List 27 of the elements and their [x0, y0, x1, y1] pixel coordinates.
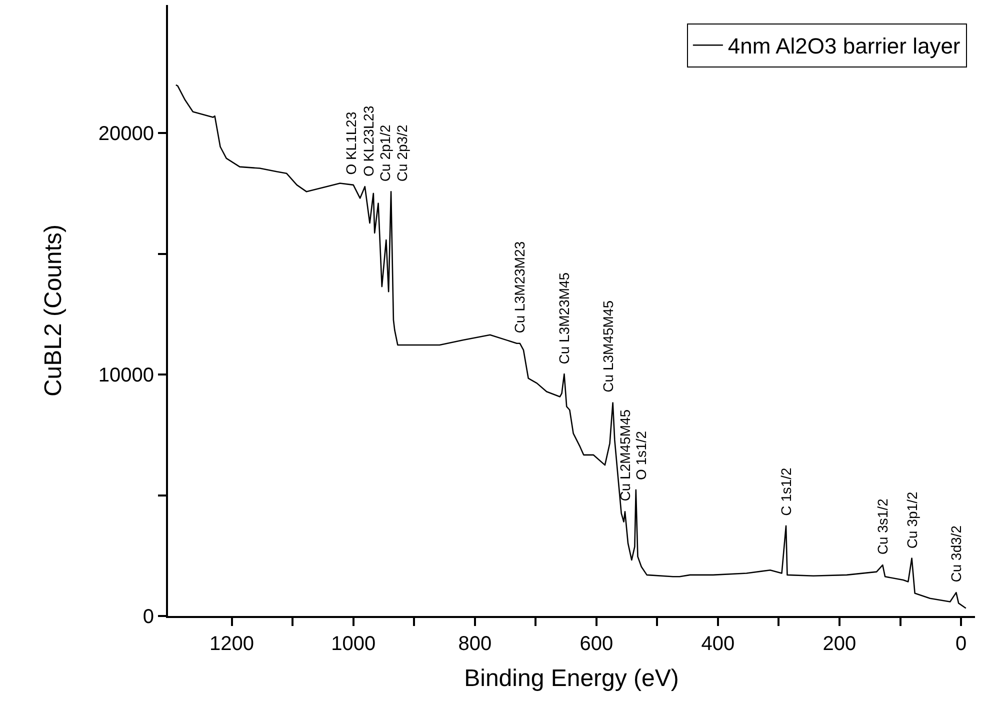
annotation: C 1s1/2: [778, 467, 794, 516]
x-tick-label: 0: [955, 633, 967, 655]
y-tick-label: 20000: [98, 123, 154, 145]
annotation: Cu L2M45M45: [616, 409, 633, 502]
legend-label: 4nm Al2O3 barrier layer: [728, 34, 960, 59]
annotation: Cu 3s1/2: [874, 498, 891, 555]
x-tick-label: 1200: [210, 633, 254, 655]
annotation: O 1s1/2: [633, 430, 650, 480]
y-tick-label: 10000: [98, 364, 154, 386]
x-tick-label: 1000: [331, 633, 376, 655]
x-tick-label: 600: [580, 633, 614, 655]
annotation: Cu L3M23M23: [512, 241, 528, 334]
annotation: O KL1L23: [342, 112, 359, 175]
annotation: O KL23L23: [360, 105, 376, 176]
line-series: [175, 84, 967, 609]
x-tick-label: 400: [701, 633, 735, 655]
x-tick-label: 200: [822, 633, 856, 655]
y-axis-title: CuBL2 (Counts): [40, 224, 67, 397]
annotation: Cu 3d3/2: [948, 525, 964, 582]
annotation: Cu 2p1/2: [377, 124, 394, 182]
annotation: Cu L3M45M45: [600, 300, 616, 392]
x-axis-title: Binding Energy (eV): [464, 664, 679, 692]
annotation: Cu L3M23M45: [556, 272, 572, 364]
annotation: Cu 2p3/2: [394, 124, 410, 182]
y-tick-label: 0: [142, 606, 154, 628]
x-tick-label: 800: [458, 633, 492, 655]
annotation: Cu 3p1/2: [904, 492, 920, 549]
